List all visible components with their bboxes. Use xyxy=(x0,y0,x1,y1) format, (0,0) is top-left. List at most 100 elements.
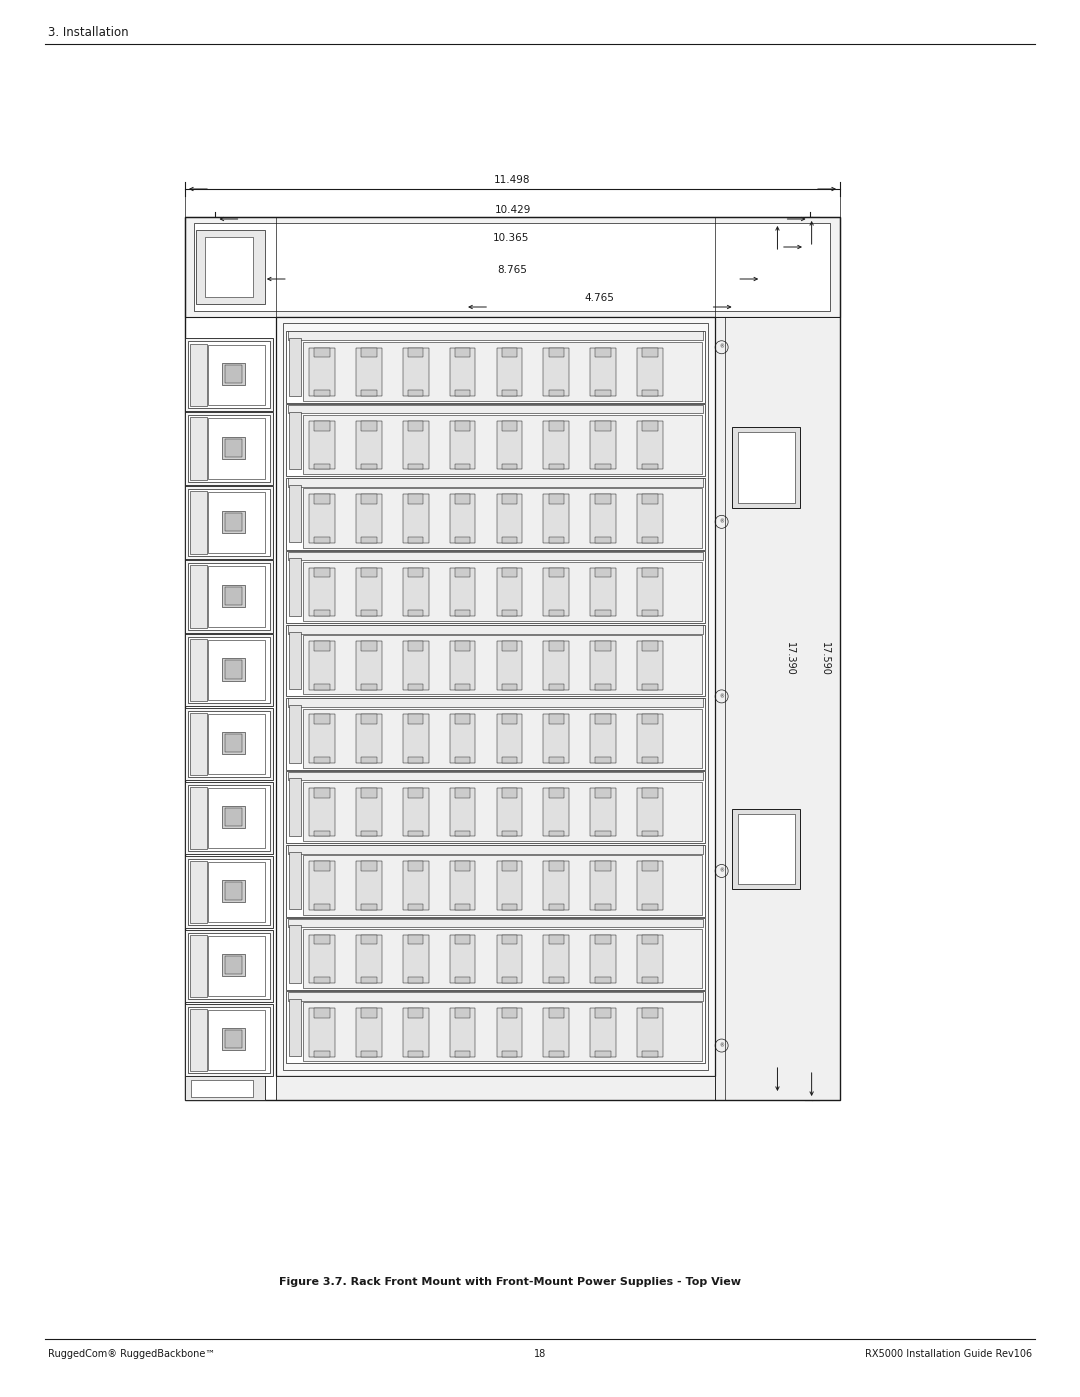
Bar xyxy=(225,513,242,531)
Bar xyxy=(225,956,242,974)
Bar xyxy=(222,584,245,606)
Text: Figure 3.7. Rack Front Mount with Front-Mount Power Supplies - Top View: Figure 3.7. Rack Front Mount with Front-… xyxy=(279,1277,741,1287)
Bar xyxy=(286,478,704,549)
Bar xyxy=(643,536,658,543)
Bar xyxy=(637,495,663,543)
Bar xyxy=(643,610,658,616)
Bar xyxy=(356,641,382,690)
Bar xyxy=(643,348,658,358)
Bar xyxy=(309,348,335,397)
Bar xyxy=(549,348,564,358)
Bar xyxy=(287,405,703,414)
Bar xyxy=(595,348,611,358)
Bar xyxy=(287,478,703,488)
Bar xyxy=(361,788,377,798)
Bar xyxy=(222,1028,245,1051)
Bar xyxy=(303,415,702,474)
Bar xyxy=(502,1051,517,1056)
Bar xyxy=(543,495,569,543)
Bar xyxy=(288,852,301,909)
Text: ®: ® xyxy=(719,520,724,524)
Bar xyxy=(361,683,377,690)
Bar xyxy=(287,331,703,339)
Bar xyxy=(408,464,423,469)
Bar xyxy=(222,658,245,680)
Bar xyxy=(222,732,245,754)
Bar xyxy=(455,978,470,983)
Bar xyxy=(403,420,429,469)
Bar xyxy=(188,1006,270,1073)
Bar xyxy=(314,935,329,944)
Bar xyxy=(185,782,273,854)
Bar xyxy=(502,831,517,837)
Bar xyxy=(314,757,329,763)
Bar xyxy=(225,882,242,900)
Bar xyxy=(314,348,329,358)
Text: RX5000 Installation Guide Rev106: RX5000 Installation Guide Rev106 xyxy=(865,1350,1032,1359)
Bar xyxy=(314,861,329,870)
Bar xyxy=(455,683,470,690)
Bar xyxy=(497,861,523,909)
Bar xyxy=(185,634,273,707)
Bar xyxy=(191,1080,254,1098)
Bar xyxy=(637,861,663,909)
Bar xyxy=(595,683,611,690)
Bar xyxy=(190,638,206,701)
Bar xyxy=(455,420,470,430)
Bar xyxy=(543,788,569,837)
Bar xyxy=(715,317,840,1099)
Bar xyxy=(549,831,564,837)
Bar xyxy=(403,935,429,983)
Bar xyxy=(361,757,377,763)
Bar xyxy=(408,714,423,724)
Bar xyxy=(205,237,254,296)
Bar xyxy=(207,492,265,553)
Bar xyxy=(408,683,423,690)
Bar xyxy=(207,936,265,996)
Bar xyxy=(595,464,611,469)
Bar xyxy=(408,978,423,983)
Bar xyxy=(288,925,301,982)
Bar xyxy=(595,904,611,909)
Bar xyxy=(595,420,611,430)
Bar xyxy=(286,404,704,476)
Bar xyxy=(449,935,475,983)
Bar xyxy=(185,1003,273,1076)
Bar xyxy=(637,567,663,616)
Bar xyxy=(303,342,702,401)
Bar xyxy=(408,390,423,397)
Bar xyxy=(403,348,429,397)
Bar xyxy=(356,495,382,543)
Bar xyxy=(502,861,517,870)
Bar xyxy=(595,495,611,504)
Bar xyxy=(549,495,564,504)
Bar xyxy=(207,566,265,626)
Bar xyxy=(497,1009,523,1056)
Bar xyxy=(643,861,658,870)
Bar xyxy=(738,432,795,503)
Bar xyxy=(303,562,702,622)
Bar xyxy=(288,485,301,542)
Bar xyxy=(643,683,658,690)
Bar xyxy=(314,420,329,430)
Bar xyxy=(408,348,423,358)
Bar xyxy=(225,809,242,827)
Bar xyxy=(188,785,270,851)
Bar xyxy=(288,338,301,395)
Bar xyxy=(449,567,475,616)
Bar xyxy=(497,420,523,469)
Bar xyxy=(185,412,273,485)
Bar xyxy=(549,536,564,543)
Bar xyxy=(207,345,265,405)
Bar xyxy=(288,999,301,1056)
Bar xyxy=(643,1009,658,1018)
Bar xyxy=(361,861,377,870)
Bar xyxy=(549,904,564,909)
Bar xyxy=(314,683,329,690)
Bar xyxy=(314,831,329,837)
Bar xyxy=(403,495,429,543)
Bar xyxy=(408,831,423,837)
Bar xyxy=(222,437,245,458)
Bar xyxy=(287,552,703,560)
Bar xyxy=(286,331,704,402)
